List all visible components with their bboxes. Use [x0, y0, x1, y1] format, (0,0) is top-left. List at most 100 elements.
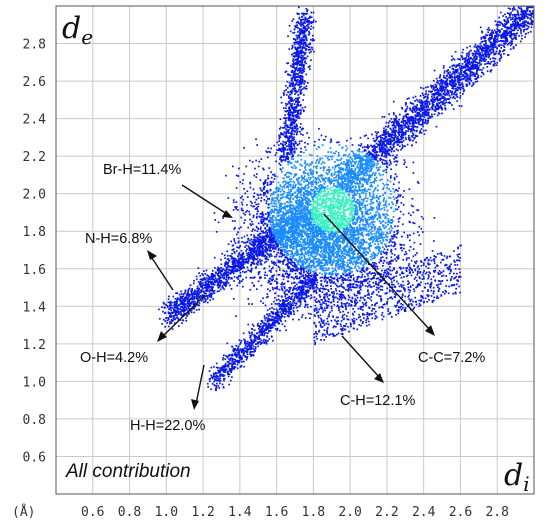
data-point: [327, 246, 330, 249]
data-point: [352, 274, 354, 277]
data-point: [258, 215, 261, 218]
data-point: [367, 292, 370, 295]
data-point: [328, 250, 331, 253]
data-point: [326, 221, 329, 224]
data-point: [323, 276, 326, 279]
data-point: [375, 237, 378, 239]
data-point: [302, 248, 304, 250]
data-point: [307, 249, 309, 252]
data-point: [332, 262, 334, 265]
data-point: [347, 269, 350, 271]
data-point: [356, 277, 359, 280]
data-point: [309, 164, 312, 166]
data-point: [393, 286, 396, 288]
data-point: [324, 190, 326, 192]
data-point: [361, 275, 363, 278]
data-point: [371, 255, 374, 257]
data-point: [274, 191, 277, 194]
data-point: [261, 212, 264, 215]
data-point: [367, 188, 370, 191]
data-point: [296, 239, 299, 241]
data-point: [293, 261, 296, 264]
data-point: [394, 208, 397, 210]
data-point: [276, 286, 278, 288]
data-point: [303, 192, 305, 195]
data-point: [275, 186, 278, 189]
data-point: [347, 299, 350, 301]
data-point: [412, 232, 415, 235]
data-point: [286, 243, 289, 246]
data-point: [322, 233, 325, 236]
data-point: [381, 269, 383, 272]
data-point: [353, 194, 356, 196]
data-point: [321, 226, 324, 228]
data-point: [324, 219, 327, 222]
data-point: [268, 197, 270, 200]
data-point: [365, 228, 368, 230]
data-point: [266, 274, 268, 277]
data-point: [321, 144, 324, 146]
data-point: [231, 220, 234, 222]
data-point: [309, 224, 311, 227]
data-point: [316, 155, 319, 157]
data-point: [233, 228, 236, 230]
data-point: [364, 247, 367, 250]
data-point: [365, 241, 368, 244]
data-point: [354, 260, 356, 263]
data-point: [248, 210, 250, 213]
data-point: [318, 294, 321, 296]
data-point: [331, 226, 333, 229]
data-point: [213, 212, 216, 214]
data-point: [346, 237, 349, 239]
data-point: [353, 221, 356, 224]
data-point: [274, 287, 276, 290]
data-point: [280, 205, 282, 208]
data-point: [328, 171, 331, 174]
data-point: [263, 192, 265, 195]
data-point: [380, 256, 382, 259]
data-point: [396, 208, 399, 211]
data-point: [249, 200, 252, 203]
data-point: [342, 261, 344, 264]
data-point: [251, 282, 254, 284]
data-point: [304, 160, 307, 162]
data-point: [316, 158, 319, 161]
data-point: [368, 178, 371, 181]
data-point: [393, 160, 396, 163]
data-point: [308, 186, 310, 188]
data-point: [275, 203, 277, 205]
data-point: [324, 279, 327, 281]
data-point: [269, 189, 272, 192]
data-point: [253, 174, 256, 177]
data-point: [284, 250, 286, 253]
data-point: [367, 216, 370, 219]
data-point: [310, 261, 312, 264]
data-point: [267, 147, 270, 149]
data-point: [342, 227, 344, 229]
data-point: [405, 275, 408, 278]
data-point: [378, 286, 380, 289]
data-point: [249, 243, 252, 245]
data-point: [297, 263, 299, 265]
data-point: [372, 193, 375, 196]
data-point: [316, 178, 318, 180]
data-point: [345, 274, 347, 277]
data-point: [256, 213, 258, 215]
data-point: [335, 232, 338, 235]
data-point: [331, 166, 334, 169]
data-point: [376, 230, 379, 232]
data-point: [369, 188, 371, 191]
data-point: [270, 181, 273, 184]
data-point: [346, 241, 349, 244]
data-point: [235, 315, 237, 317]
data-point: [339, 244, 341, 246]
data-point: [343, 261, 346, 263]
data-point: [257, 228, 260, 230]
data-point: [338, 293, 341, 296]
data-point: [277, 211, 279, 214]
data-point: [330, 138, 332, 141]
data-point: [393, 177, 396, 179]
data-point: [287, 277, 290, 279]
data-point: [271, 205, 274, 207]
data-point: [235, 250, 238, 252]
